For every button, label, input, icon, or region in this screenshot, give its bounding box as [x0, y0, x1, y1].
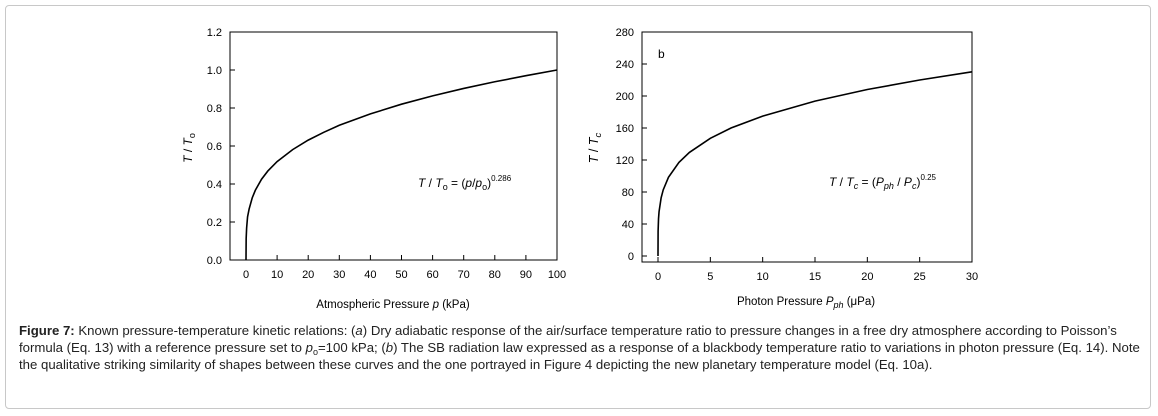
chart-b-annotation: T / Tc = (Pph / Pc)0.25: [829, 173, 937, 191]
b-xtick-label: 25: [914, 271, 926, 283]
b-ytick-label: 280: [616, 27, 634, 39]
b-xtick-label: 5: [707, 271, 713, 283]
a-ytick-label: 0.4: [207, 179, 222, 191]
a-ytick-label: 0.2: [207, 217, 222, 229]
a-xtick-label: 40: [364, 269, 376, 281]
b-xtick-label: 20: [861, 271, 873, 283]
caption-text-3: =100 kPa; (: [317, 340, 386, 355]
caption-text-1: Known pressure-temperature kinetic relat…: [74, 323, 356, 338]
figure-caption: Figure 7: Known pressure-temperature kin…: [19, 322, 1141, 373]
a-xtick-label: 30: [333, 269, 345, 281]
caption-a: a: [355, 323, 363, 338]
a-ytick-label: 1.2: [207, 27, 222, 39]
a-ytick-label: 1.0: [207, 65, 222, 77]
caption-text-4: ) The SB radiation law expressed as a re…: [19, 340, 1140, 372]
a-ytick-label: 0.8: [207, 103, 222, 115]
chart-b-panel-label: b: [658, 47, 665, 61]
chart-a-plot-frame: [229, 31, 558, 261]
chart-a-ylabel: T / To: [181, 133, 197, 163]
a-xtick-label: 0: [243, 269, 249, 281]
chart-b-series-line: [657, 71, 973, 257]
a-ytick-label: 0.6: [207, 141, 222, 153]
b-ytick-label: 200: [616, 91, 634, 103]
a-xtick-label: 20: [302, 269, 314, 281]
a-xtick-label: 10: [271, 269, 283, 281]
figure-frame: [5, 5, 1151, 409]
chart-a-annotation: T / To = (p/po)0.286: [418, 174, 512, 192]
chart-b-ylabel: T / Tc: [587, 133, 604, 164]
b-xtick-label: 15: [809, 271, 821, 283]
chart-b: 0 5 10 15 20 25 30 0 40 80 120 160 200 240 280 b Phot…: [587, 27, 978, 310]
b-xtick-label: 0: [655, 271, 661, 283]
b-xtick-label: 30: [966, 271, 978, 283]
a-xtick-label: 100: [548, 269, 566, 281]
b-ytick-label: 120: [616, 155, 634, 167]
a-xtick-label: 70: [458, 269, 470, 281]
caption-p: p: [305, 340, 313, 355]
a-xtick-label: 80: [489, 269, 501, 281]
a-ytick-label: 0.0: [207, 255, 222, 267]
caption-p-sub: o: [312, 347, 318, 357]
a-xtick-label: 60: [426, 269, 438, 281]
b-ytick-label: 40: [622, 219, 634, 231]
caption-text-2: ) Dry adiabatic response of the air/surf…: [19, 323, 1117, 355]
caption-b: b: [385, 340, 394, 355]
a-xtick-label: 50: [395, 269, 407, 281]
b-ytick-label: 80: [622, 187, 634, 199]
chart-b-xlabel: Photon Pressure Pph (μPa): [737, 296, 875, 310]
a-xtick-label: 90: [520, 269, 532, 281]
chart-a-series-line: [245, 69, 558, 261]
chart-a: 0 10 20 30 40 50 60 70 80 90 100 0.0 0.2 0.4 0.6 0.8 1.…: [181, 27, 566, 311]
b-ytick-label: 240: [616, 59, 634, 71]
chart-b-plot-frame: [641, 31, 973, 263]
b-ytick-label: 160: [616, 123, 634, 135]
caption-lead: Figure 7:: [19, 323, 75, 338]
b-ytick-label: 0: [628, 251, 634, 263]
chart-a-xlabel: Atmospheric Pressure p (kPa): [316, 299, 470, 311]
b-xtick-label: 10: [757, 271, 769, 283]
